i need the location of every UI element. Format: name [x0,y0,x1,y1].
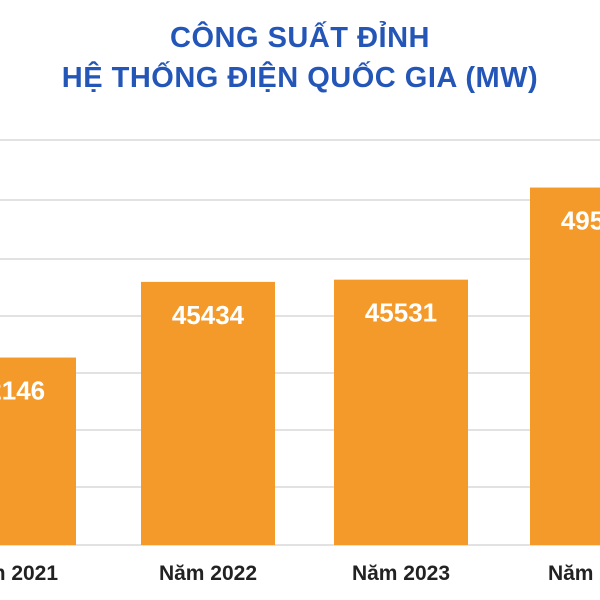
category-labels: Năm 2021 Năm 2022 Năm 2023 Năm 2024 [0,562,600,585]
bar-value-label-1: 42146 [0,376,45,406]
chart-title: CÔNG SUẤT ĐỈNH [170,22,430,54]
category-label-1: Năm 2021 [0,562,58,585]
bars [0,187,600,545]
bar-4 [530,187,600,545]
category-label-3: Năm 2023 [352,562,450,585]
gridlines [0,139,600,546]
bar-value-label-3: 45531 [365,298,437,328]
bar-value-label-2: 45434 [172,300,245,330]
category-label-2: Năm 2022 [159,562,257,585]
category-label-4: Năm 2024 [548,562,600,585]
bar-1 [0,357,76,545]
bar-value-labels: 42146 45434 45531 49533 [0,206,600,406]
bar-3 [334,279,468,545]
bar-value-label-4: 49533 [561,206,600,236]
chart-subtitle: HỆ THỐNG ĐIỆN QUỐC GIA (MW) [61,62,539,94]
bar-2 [141,281,275,545]
